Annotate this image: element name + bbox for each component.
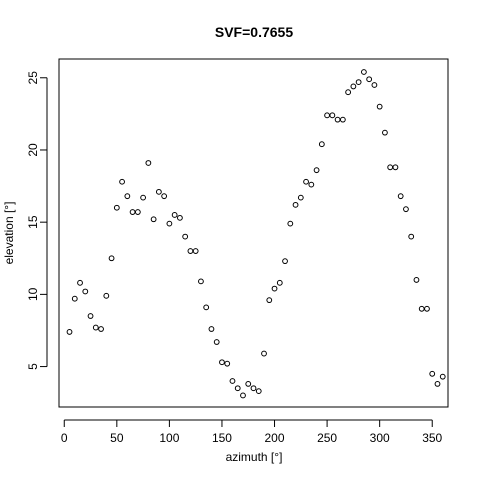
data-point (219, 359, 225, 366)
data-point (366, 76, 373, 83)
x-tick-label: 200 (265, 431, 285, 445)
data-point (150, 216, 157, 223)
data-point (166, 220, 173, 227)
data-point (103, 292, 110, 299)
x-tick-label: 50 (110, 431, 124, 445)
data-point (245, 380, 252, 387)
data-point (424, 305, 430, 312)
data-point (187, 248, 194, 254)
data-point (376, 103, 383, 110)
data-point (229, 378, 236, 384)
data-point (313, 167, 320, 174)
y-tick-label: 10 (26, 287, 40, 301)
data-point (287, 220, 294, 227)
data-point (429, 370, 436, 377)
x-tick-label: 300 (370, 431, 390, 445)
data-point (161, 193, 168, 200)
data-point (355, 79, 362, 86)
data-point (177, 214, 183, 221)
data-point (413, 277, 420, 283)
data-point (155, 188, 162, 195)
data-point (266, 297, 273, 304)
data-point (297, 194, 304, 201)
y-tick-label: 20 (26, 143, 40, 157)
data-point (382, 129, 388, 136)
data-point (171, 212, 178, 218)
data-point (66, 329, 73, 335)
data-point (387, 164, 394, 171)
data-point (203, 304, 210, 311)
data-point (397, 193, 404, 200)
data-point (371, 82, 378, 88)
data-point (77, 279, 83, 286)
x-tick-label: 100 (159, 431, 179, 445)
x-tick-label: 350 (422, 431, 442, 445)
data-point (408, 233, 415, 240)
data-point (392, 164, 399, 171)
y-tick-label: 5 (26, 363, 40, 370)
data-point (282, 258, 288, 265)
data-point (240, 392, 246, 399)
data-point (303, 178, 309, 185)
x-tick-label: 250 (317, 431, 337, 445)
data-point (98, 326, 104, 332)
data-point (208, 326, 215, 332)
data-point (329, 112, 336, 119)
data-point (140, 194, 147, 201)
data-point (198, 278, 204, 285)
y-tick-label: 15 (26, 215, 40, 229)
data-point (292, 201, 299, 208)
data-point (339, 116, 346, 123)
data-point (250, 385, 257, 392)
data-point (334, 116, 341, 123)
y-axis: 5 10 15 20 25 (26, 71, 48, 370)
data-point (439, 373, 446, 380)
data-point (71, 295, 78, 302)
data-point (345, 89, 352, 96)
x-axis: 0 50 100 150 200 250 300 350 (61, 419, 443, 445)
data-point (92, 324, 99, 331)
data-point (276, 279, 283, 286)
data-points (66, 69, 446, 399)
data-point (350, 83, 357, 90)
data-point (255, 388, 262, 395)
data-point (271, 285, 278, 292)
data-point (308, 181, 315, 188)
chart-title: SVF=0.7655 (215, 24, 293, 40)
data-point (145, 160, 152, 166)
data-point (124, 193, 131, 200)
x-tick-label: 150 (212, 431, 232, 445)
data-point (108, 255, 115, 262)
x-tick-label: 0 (61, 431, 68, 445)
data-point (403, 206, 409, 213)
data-point (82, 288, 89, 295)
data-point (119, 178, 125, 185)
data-point (234, 385, 241, 392)
data-point (129, 209, 136, 215)
data-point (113, 204, 120, 211)
data-point (434, 380, 441, 387)
data-point (324, 112, 330, 119)
data-point (213, 339, 220, 345)
data-point (318, 141, 325, 148)
y-tick-label: 25 (26, 71, 40, 85)
data-point (87, 313, 94, 319)
data-point (192, 248, 199, 254)
x-axis-label: azimuth [°] (226, 450, 283, 464)
y-axis-label: elevation [°] (2, 202, 16, 265)
data-point (261, 350, 267, 357)
plot-frame (58, 58, 449, 408)
data-point (360, 69, 367, 75)
data-point (134, 209, 141, 215)
data-point (182, 233, 189, 240)
data-point (418, 305, 425, 312)
data-point (224, 360, 231, 367)
